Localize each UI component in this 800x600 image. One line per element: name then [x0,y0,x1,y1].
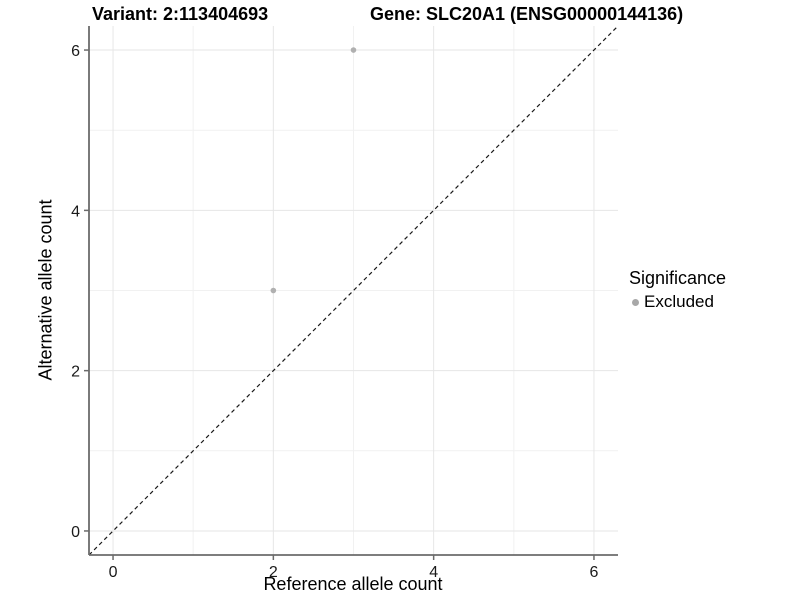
legend-entry-excluded: Excluded [632,292,726,312]
svg-text:0: 0 [71,524,80,541]
legend: Significance Excluded [629,268,726,312]
legend-title: Significance [629,268,727,288]
plot-title-gene: Gene: SLC20A1 (ENSG00000144136) [370,4,684,24]
legend-entry-label: Excluded [644,292,714,311]
y-axis-label: Alternative allele count [35,199,56,381]
svg-text:4: 4 [429,564,438,581]
svg-text:6: 6 [590,564,599,581]
plot-title-variant: Variant: 2:113404693 [92,4,269,24]
svg-text:2: 2 [269,564,278,581]
x-axis-label: Reference allele count [263,574,443,594]
svg-text:0: 0 [109,564,118,581]
svg-text:4: 4 [71,203,80,220]
legend-point-marker-icon [632,298,639,306]
svg-text:6: 6 [71,43,80,60]
svg-text:2: 2 [71,364,80,381]
